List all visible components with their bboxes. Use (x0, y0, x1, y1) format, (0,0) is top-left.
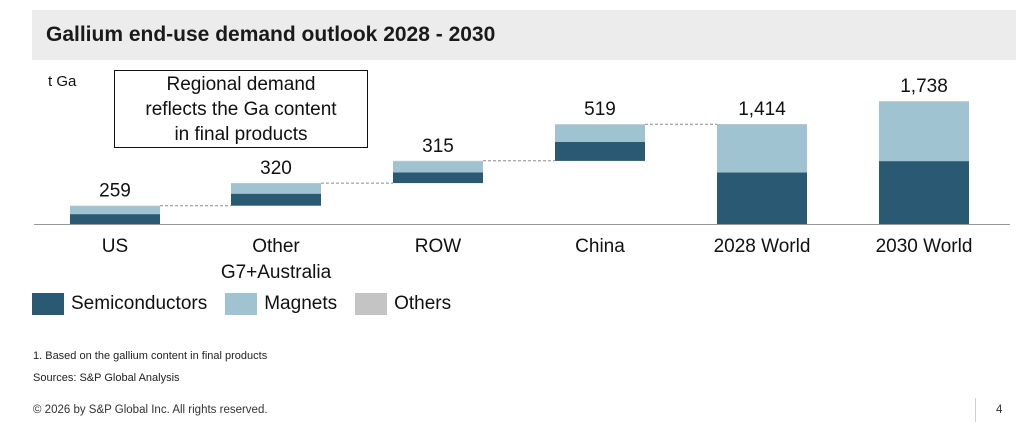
bar-segment-magnets (231, 183, 321, 194)
bar-value-label: 259 (99, 181, 131, 202)
bar-value-label: 1,414 (738, 99, 786, 120)
category-tick-label: Other (252, 236, 300, 257)
page-number: 4 (996, 404, 1003, 416)
category-tick-label: ROW (415, 236, 462, 257)
legend-item-magnets: Magnets (225, 293, 337, 315)
bar-segment-others (231, 183, 321, 184)
bar-segment-others (70, 205, 160, 207)
copyright-text: © 2026 by S&P Global Inc. All rights res… (33, 404, 268, 416)
page-title: Gallium end-use demand outlook 2028 - 20… (46, 23, 496, 46)
chart: t Ga 259 320 315 519 1,414 1,738 US Other G7+Au… (34, 73, 1010, 283)
legend: Semiconductors Magnets Others (32, 291, 469, 317)
legend-item-semiconductors: Semiconductors (32, 293, 207, 315)
legend-item-others: Others (355, 293, 451, 315)
category-label-group: US Other G7+Australia ROW China 2028 World 203… (102, 236, 973, 283)
bar-segment-semiconductors (717, 172, 807, 224)
bar-group (70, 101, 969, 224)
legend-swatch-semiconductors (32, 293, 64, 315)
bar-value-label: 320 (260, 158, 292, 179)
footer-divider (975, 398, 976, 422)
bar-segment-magnets (717, 124, 807, 173)
annotation-line: reflects the Ga content (145, 99, 337, 120)
bar-value-label: 519 (584, 99, 616, 120)
annotation-box: Regional demand reflects the Ga content … (114, 70, 368, 148)
bar-value-label: 1,738 (900, 76, 948, 97)
value-label-group: 259 320 315 519 1,414 1,738 (99, 76, 948, 202)
bar-segment-semiconductors (555, 141, 645, 161)
category-tick-label: US (102, 236, 128, 257)
bar-segment-semiconductors (879, 161, 969, 224)
legend-label: Semiconductors (71, 293, 208, 314)
legend-label: Magnets (264, 293, 338, 314)
annotation-line: in final products (174, 124, 308, 145)
annotation-line: Regional demand (166, 74, 316, 95)
sources-note: Sources: S&P Global Analysis (33, 372, 180, 384)
footnote: 1. Based on the gallium content in final… (33, 350, 268, 362)
bar-segment-others (555, 124, 645, 125)
y-axis-unit-label: t Ga (48, 73, 77, 90)
bar-segment-semiconductors (393, 172, 483, 184)
category-tick-label: G7+Australia (221, 262, 332, 283)
bar-segment-semiconductors (231, 193, 321, 206)
bar-segment-others (879, 101, 969, 102)
category-tick-label: China (575, 236, 625, 257)
waterfall-connectors (160, 123, 717, 207)
bar-segment-magnets (879, 101, 969, 162)
bar-segment-semiconductors (70, 214, 160, 224)
title-band: Gallium end-use demand outlook 2028 - 20… (32, 10, 1016, 60)
bar-segment-magnets (555, 124, 645, 142)
bar-segment-magnets (393, 161, 483, 173)
bar-value-label: 315 (422, 136, 454, 157)
legend-swatch-others (355, 293, 388, 315)
category-tick-label: 2028 World (714, 236, 811, 257)
legend-swatch-magnets (225, 293, 258, 315)
legend-label: Others (394, 293, 452, 314)
category-tick-label: 2030 World (876, 236, 973, 257)
bar-segment-magnets (70, 206, 160, 215)
bar-segment-others (717, 124, 807, 125)
bar-segment-others (393, 160, 483, 162)
